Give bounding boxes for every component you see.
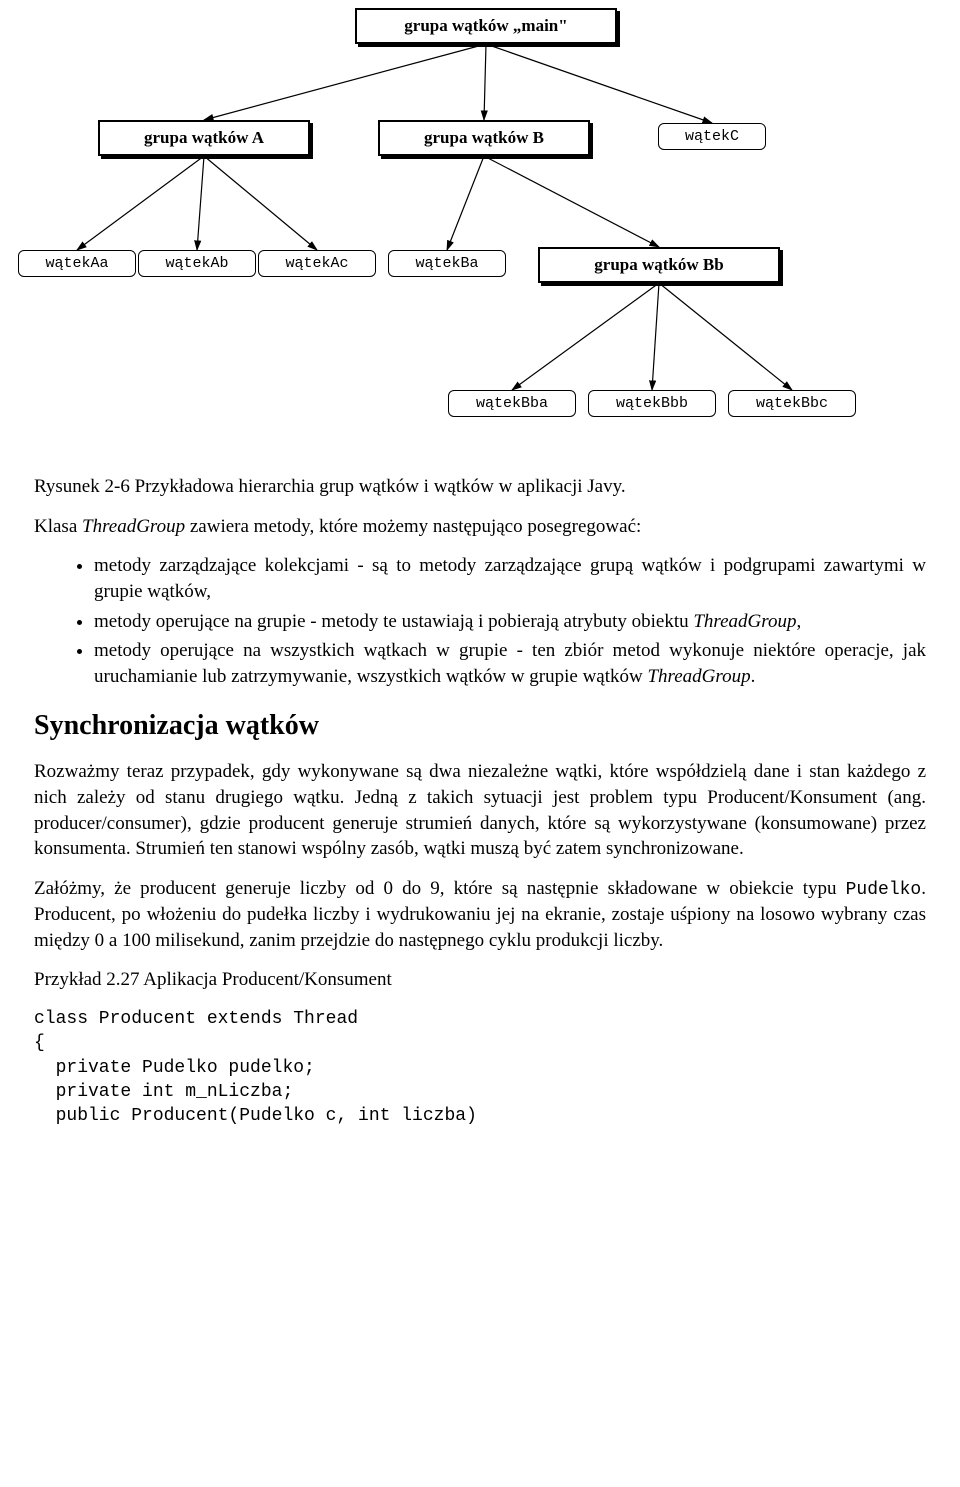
intro-text-a: Klasa: [34, 516, 82, 537]
section-heading: Synchronizacja wątków: [34, 707, 926, 745]
diagram-node-Bbb: wątekBbb: [588, 390, 716, 417]
para2-text-a: Załóżmy, że producent generuje liczby od…: [34, 878, 846, 899]
diagram-node-C: wątekC: [658, 123, 766, 150]
diagram-node-Ac: wątekAc: [258, 250, 376, 277]
diagram-node-Ab: wątekAb: [138, 250, 256, 277]
bullet2-text-b: ,: [796, 611, 801, 632]
pudelko-code-term: Pudelko: [846, 880, 922, 900]
threadgroup-term: ThreadGroup: [82, 516, 185, 537]
diagram-edges: [0, 0, 960, 450]
threadgroup-term: ThreadGroup: [693, 611, 796, 632]
example-label: Przykład 2.27 Aplikacja Producent/Konsum…: [34, 967, 926, 993]
document-body: Rysunek 2-6 Przykładowa hierarchia grup …: [0, 450, 960, 1149]
sync-paragraph-1: Rozważmy teraz przypadek, gdy wykonywane…: [34, 759, 926, 862]
sync-paragraph-2: Załóżmy, że producent generuje liczby od…: [34, 876, 926, 954]
diagram-node-Bb: grupa wątków Bb: [538, 247, 780, 283]
intro-text-b: zawiera metody, które możemy następująco…: [185, 516, 641, 537]
figure-caption: Rysunek 2-6 Przykładowa hierarchia grup …: [34, 474, 926, 500]
bullet3-text-a: metody operujące na wszystkich wątkach w…: [94, 640, 926, 687]
bullet3-text-b: .: [751, 666, 756, 687]
diagram-node-main: grupa wątków „main": [355, 8, 617, 44]
code-listing: class Producent extends Thread { private…: [34, 1007, 926, 1128]
diagram-node-Ba: wątekBa: [388, 250, 506, 277]
diagram-node-Aa: wątekAa: [18, 250, 136, 277]
diagram-node-A: grupa wątków A: [98, 120, 310, 156]
intro-paragraph: Klasa ThreadGroup zawiera metody, które …: [34, 514, 926, 540]
list-item: metody operujące na wszystkich wątkach w…: [94, 638, 926, 689]
method-categories-list: metody zarządzające kolekcjami - są to m…: [34, 553, 926, 689]
threadgroup-term: ThreadGroup: [647, 666, 750, 687]
diagram-node-Bbc: wątekBbc: [728, 390, 856, 417]
list-item: metody zarządzające kolekcjami - są to m…: [94, 553, 926, 604]
diagram-node-Bba: wątekBba: [448, 390, 576, 417]
list-item: metody operujące na grupie - metody te u…: [94, 609, 926, 635]
thread-hierarchy-diagram: grupa wątków „main" grupa wątków A grupa w…: [0, 0, 960, 450]
bullet2-text-a: metody operujące na grupie - metody te u…: [94, 611, 693, 632]
diagram-node-B: grupa wątków B: [378, 120, 590, 156]
